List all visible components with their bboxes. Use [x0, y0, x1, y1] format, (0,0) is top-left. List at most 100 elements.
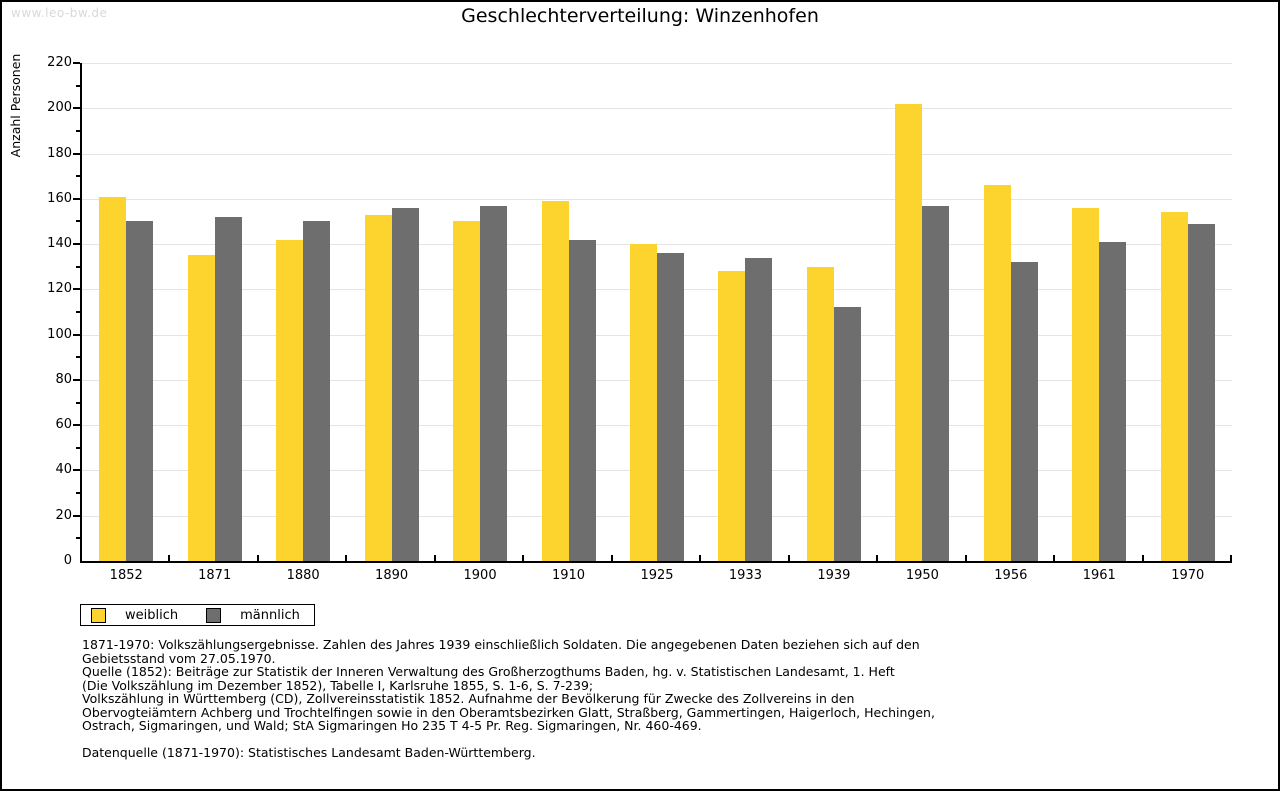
footnotes: 1871-1970: Volkszählungsergebnisse. Zahl… [82, 638, 935, 760]
datasource-line: Datenquelle (1871-1970): Statistisches L… [82, 745, 536, 760]
bar-weiblich-1890 [364, 214, 392, 561]
y-tick-minor-50 [76, 446, 80, 449]
footnote-line-4: (Die Volkszählung im Dezember 1852), Tab… [82, 677, 594, 693]
bar-weiblich-1956 [983, 185, 1011, 561]
y-tick-minor-30 [76, 492, 80, 495]
bar-männlich-1852 [126, 221, 154, 561]
y-axis-tick-label-140: 140 [47, 236, 72, 252]
footnote-line-2: Gebietsstand vom 27.05.1970. [82, 650, 276, 666]
bar-männlich-1961 [1099, 241, 1127, 561]
bar-weiblich-1939 [806, 266, 834, 561]
bar-männlich-1956 [1010, 262, 1038, 561]
y-axis-tick-label-180: 180 [47, 145, 72, 161]
y-axis-tick-label-80: 80 [55, 371, 72, 387]
legend-label-weiblich: weiblich [125, 607, 179, 623]
x-axis-label-1900: 1900 [463, 568, 497, 583]
bar-männlich-1925 [657, 253, 684, 561]
x-axis-label-1871: 1871 [198, 568, 232, 583]
bar-männlich-1950 [922, 205, 950, 561]
x-tick-5 [522, 555, 525, 561]
bar-weiblich-1970 [1160, 212, 1188, 561]
y-axis-tick-label-100: 100 [47, 326, 72, 342]
bar-männlich-1933 [745, 257, 773, 561]
footnote-line-6: Obervogteiämtern Achberg und Trochtelfin… [82, 704, 935, 720]
gridline-200 [82, 108, 1232, 110]
footnote-line-7: Ostrach, Sigmaringen, und Wald; StA Sigm… [82, 718, 702, 733]
bar-weiblich-1950 [895, 103, 923, 561]
x-tick-2 [256, 555, 259, 561]
bar-männlich-1880 [303, 221, 331, 561]
gridline-180 [82, 153, 1232, 155]
bar-weiblich-1961 [1072, 207, 1100, 561]
bar-weiblich-1925 [630, 244, 657, 561]
y-tick-minor-10 [76, 537, 80, 540]
x-axis-label-1956: 1956 [994, 568, 1028, 583]
x-tick-11 [1053, 555, 1056, 561]
bar-weiblich-1880 [276, 239, 304, 561]
x-tick-4 [433, 555, 436, 561]
y-tick-minor-130 [76, 265, 80, 268]
x-tick-1 [168, 555, 171, 561]
bar-männlich-1910 [568, 239, 596, 561]
y-tick-minor-70 [76, 401, 80, 404]
y-tick-220 [73, 62, 80, 64]
y-tick-minor-210 [76, 84, 80, 87]
x-tick-10 [964, 555, 967, 561]
gridline-160 [82, 198, 1232, 200]
bar-männlich-1900 [480, 205, 508, 561]
y-tick-200 [73, 107, 80, 110]
bar-männlich-1890 [391, 207, 419, 561]
x-axis-label-1970: 1970 [1171, 568, 1205, 583]
legend-item-weiblich: weiblich [91, 607, 179, 623]
chart-title: Geschlechterverteilung: Winzenhofen [461, 5, 819, 27]
legend-swatch-maennlich [206, 607, 222, 623]
footnote-line-3: Quelle (1852): Beiträge zur Statistik de… [82, 664, 895, 679]
y-axis-tick-label-200: 200 [47, 100, 72, 116]
legend-label-maennlich: männlich [240, 607, 300, 623]
y-tick-minor-90 [76, 356, 80, 359]
x-tick-3 [345, 555, 348, 561]
bar-weiblich-1933 [718, 271, 746, 561]
bar-männlich-1871 [214, 216, 242, 561]
x-axis-label-1910: 1910 [551, 568, 586, 583]
y-axis-tick-label-0: 0 [63, 553, 72, 568]
bar-weiblich-1900 [453, 221, 481, 561]
y-tick-80 [73, 378, 80, 381]
x-axis-label-1961: 1961 [1082, 568, 1116, 583]
footnote-line-1: 1871-1970: Volkszählungsergebnisse. Zahl… [82, 637, 920, 652]
x-tick-12 [1141, 555, 1144, 561]
y-tick-120 [73, 288, 80, 291]
y-axis-tick-label-20: 20 [55, 507, 72, 523]
x-axis-label-1880: 1880 [286, 568, 320, 583]
x-axis-label-1939: 1939 [817, 568, 851, 583]
y-tick-40 [73, 469, 80, 472]
y-axis-tick-label-60: 60 [55, 417, 72, 433]
x-axis-label-1852: 1852 [109, 568, 143, 583]
y-axis-tick-label-220: 220 [47, 55, 72, 70]
footnote-line-5: Volkszählung in Württemberg (CD), Zollve… [82, 691, 855, 706]
bar-weiblich-1910 [541, 201, 569, 561]
x-axis-label-1950: 1950 [905, 568, 939, 583]
y-tick-140 [73, 243, 80, 246]
y-axis-tick-label-160: 160 [47, 190, 72, 206]
footnote-lines: 1871-1970: Volkszählungsergebnisse. Zahl… [82, 638, 935, 733]
y-tick-minor-110 [76, 311, 80, 313]
bar-weiblich-1852 [99, 196, 127, 561]
y-tick-minor-170 [76, 175, 80, 178]
x-tick-7 [699, 555, 702, 561]
plot-area [73, 62, 1232, 563]
gridline-140 [82, 244, 1232, 246]
bar-männlich-1970 [1187, 223, 1215, 561]
x-tick-13 [1230, 555, 1232, 561]
y-tick-100 [73, 333, 80, 336]
y-tick-minor-150 [76, 220, 80, 223]
y-tick-minor-190 [76, 129, 80, 132]
legend: weiblich männlich [80, 604, 315, 626]
gridline-220 [82, 63, 1232, 64]
x-axis-label-1925: 1925 [640, 568, 674, 583]
y-tick-60 [73, 424, 80, 427]
x-tick-8 [787, 555, 790, 561]
bar-weiblich-1871 [187, 255, 215, 561]
x-tick-6 [610, 555, 613, 561]
